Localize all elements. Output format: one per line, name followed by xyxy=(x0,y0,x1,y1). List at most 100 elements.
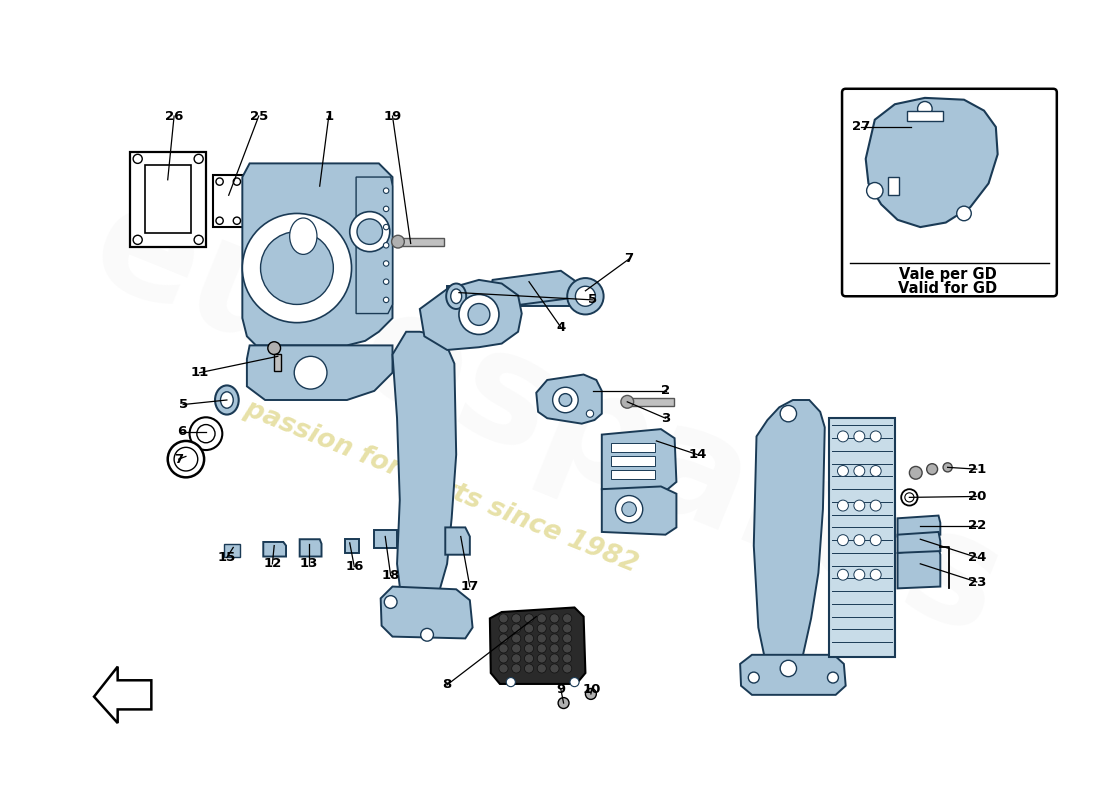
Polygon shape xyxy=(94,666,152,723)
Circle shape xyxy=(468,303,490,326)
Circle shape xyxy=(780,406,796,422)
Polygon shape xyxy=(263,542,286,557)
Text: 15: 15 xyxy=(218,551,236,564)
Text: Vale per GD: Vale per GD xyxy=(899,267,997,282)
Polygon shape xyxy=(898,532,940,553)
Text: 23: 23 xyxy=(968,575,986,589)
Polygon shape xyxy=(246,346,393,400)
Polygon shape xyxy=(345,539,359,553)
Circle shape xyxy=(512,614,520,623)
Polygon shape xyxy=(356,177,393,314)
Circle shape xyxy=(585,689,596,699)
Polygon shape xyxy=(374,530,397,548)
Polygon shape xyxy=(393,332,456,598)
Circle shape xyxy=(943,462,953,472)
Polygon shape xyxy=(446,527,470,554)
Circle shape xyxy=(384,242,389,248)
Polygon shape xyxy=(381,586,473,638)
Circle shape xyxy=(905,493,914,502)
Circle shape xyxy=(837,534,848,546)
Circle shape xyxy=(512,644,520,653)
Circle shape xyxy=(870,534,881,546)
Circle shape xyxy=(499,654,508,663)
Text: 13: 13 xyxy=(299,558,318,570)
Circle shape xyxy=(550,634,559,643)
Circle shape xyxy=(550,664,559,673)
Circle shape xyxy=(525,624,533,633)
Circle shape xyxy=(267,342,280,354)
Polygon shape xyxy=(754,400,825,675)
Circle shape xyxy=(197,425,215,442)
Circle shape xyxy=(350,212,389,252)
Circle shape xyxy=(459,294,499,334)
Text: 21: 21 xyxy=(968,462,986,476)
Circle shape xyxy=(621,502,637,517)
Bar xyxy=(610,470,654,479)
Bar xyxy=(274,354,282,371)
Circle shape xyxy=(499,664,508,673)
Circle shape xyxy=(837,466,848,477)
Text: 7: 7 xyxy=(625,253,634,266)
Text: 18: 18 xyxy=(382,569,400,582)
Circle shape xyxy=(384,206,389,212)
Polygon shape xyxy=(602,429,676,491)
Text: 5: 5 xyxy=(588,294,597,306)
Circle shape xyxy=(837,431,848,442)
Circle shape xyxy=(261,232,333,305)
Circle shape xyxy=(189,418,222,450)
Circle shape xyxy=(550,614,559,623)
Circle shape xyxy=(384,279,389,285)
Circle shape xyxy=(499,624,508,633)
Polygon shape xyxy=(829,418,894,657)
Circle shape xyxy=(512,654,520,663)
Circle shape xyxy=(563,634,572,643)
Polygon shape xyxy=(213,175,243,227)
Text: 14: 14 xyxy=(689,448,706,461)
Bar xyxy=(610,442,654,452)
Circle shape xyxy=(358,219,383,244)
Circle shape xyxy=(870,466,881,477)
Text: 16: 16 xyxy=(345,560,363,573)
Text: 9: 9 xyxy=(557,683,565,696)
Bar xyxy=(624,398,673,406)
Circle shape xyxy=(512,664,520,673)
Bar xyxy=(906,110,943,121)
Text: 6: 6 xyxy=(177,426,186,438)
Polygon shape xyxy=(145,166,191,234)
Text: Valid for GD: Valid for GD xyxy=(898,282,998,297)
FancyBboxPatch shape xyxy=(842,89,1057,296)
Text: 1: 1 xyxy=(324,110,333,122)
Circle shape xyxy=(563,644,572,653)
Circle shape xyxy=(384,596,397,608)
Polygon shape xyxy=(131,151,206,247)
Circle shape xyxy=(233,217,241,224)
Text: 20: 20 xyxy=(968,490,986,503)
Bar xyxy=(610,457,654,466)
Circle shape xyxy=(392,235,405,248)
Circle shape xyxy=(550,624,559,633)
Text: 2: 2 xyxy=(661,384,670,398)
Circle shape xyxy=(552,387,579,413)
Circle shape xyxy=(525,654,533,663)
Circle shape xyxy=(537,634,547,643)
Circle shape xyxy=(854,500,865,511)
Text: 5: 5 xyxy=(178,398,188,411)
Circle shape xyxy=(748,672,759,683)
Circle shape xyxy=(233,178,241,186)
Text: eurospares: eurospares xyxy=(72,168,1023,668)
Circle shape xyxy=(570,678,579,686)
Circle shape xyxy=(537,664,547,673)
Polygon shape xyxy=(224,544,240,557)
Circle shape xyxy=(854,431,865,442)
Circle shape xyxy=(499,614,508,623)
Polygon shape xyxy=(420,280,521,350)
Circle shape xyxy=(867,182,883,199)
Polygon shape xyxy=(490,607,585,684)
Text: 11: 11 xyxy=(190,366,209,379)
Circle shape xyxy=(194,154,204,163)
Circle shape xyxy=(854,466,865,477)
Circle shape xyxy=(854,570,865,580)
Polygon shape xyxy=(242,163,393,346)
Circle shape xyxy=(917,102,932,116)
Circle shape xyxy=(384,297,389,302)
